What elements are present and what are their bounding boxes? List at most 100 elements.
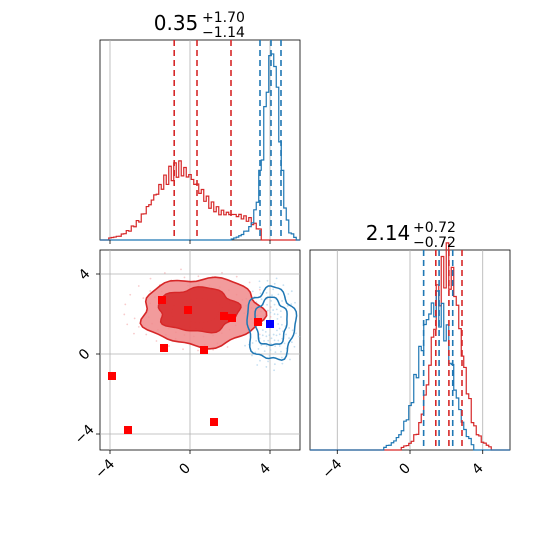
joint-sample-blue bbox=[291, 329, 294, 332]
joint-sample-blue bbox=[260, 344, 263, 346]
joint-sample-red bbox=[149, 277, 152, 280]
joint-sample-red bbox=[142, 297, 145, 299]
joint-sample-blue bbox=[266, 303, 268, 306]
joint-sample-blue bbox=[294, 301, 296, 304]
joint-sample-blue bbox=[272, 333, 275, 336]
joint-point-red bbox=[184, 306, 192, 314]
joint-sample-blue bbox=[275, 308, 278, 311]
joint-sample-blue bbox=[280, 316, 282, 318]
joint-sample-blue bbox=[282, 284, 285, 287]
joint-sample-blue bbox=[286, 305, 289, 307]
joint-sample-red bbox=[124, 303, 127, 306]
joint-sample-blue bbox=[290, 290, 293, 293]
param1-ticks bbox=[109, 240, 271, 244]
joint-frame bbox=[99, 249, 301, 451]
joint-xtick-label: −4 bbox=[92, 456, 118, 482]
joint-sample-blue bbox=[281, 300, 283, 302]
joint-sample-blue bbox=[269, 349, 272, 351]
joint-ytick-label: 0 bbox=[76, 346, 94, 364]
joint-sample-red bbox=[221, 271, 223, 274]
joint-sample-blue bbox=[278, 333, 281, 336]
joint-sample-blue bbox=[290, 341, 293, 344]
joint-sample-red bbox=[145, 333, 148, 336]
joint-sample-blue bbox=[283, 342, 286, 345]
joint-sample-blue bbox=[293, 345, 296, 348]
joint-sample-red bbox=[235, 275, 238, 278]
joint-sample-blue bbox=[256, 364, 259, 366]
joint-sample-blue bbox=[271, 294, 273, 297]
joint-point-red bbox=[210, 418, 218, 426]
joint-sample-blue bbox=[287, 352, 290, 355]
param2-title-value: 2.14 bbox=[366, 221, 411, 245]
joint-panel: −4 0 4 −4 0 4 bbox=[72, 249, 301, 482]
joint-sample-red bbox=[168, 345, 170, 347]
joint-sample-blue bbox=[255, 339, 258, 342]
joint-sample-red bbox=[180, 268, 182, 271]
joint-sample-blue bbox=[273, 282, 276, 285]
joint-sample-red bbox=[133, 317, 136, 320]
joint-sample-blue bbox=[275, 334, 278, 337]
joint-sample-blue bbox=[267, 360, 269, 363]
joint-point-red bbox=[158, 296, 166, 304]
joint-sample-red bbox=[197, 349, 199, 352]
joint-sample-blue bbox=[274, 345, 277, 348]
joint-sample-blue bbox=[263, 350, 266, 353]
joint-sample-blue bbox=[288, 337, 290, 339]
param1-title-value: 0.35 bbox=[154, 11, 199, 35]
joint-sample-blue bbox=[278, 327, 281, 330]
joint-sample-blue bbox=[273, 313, 276, 315]
joint-sample-red bbox=[269, 315, 272, 318]
joint-sample-blue bbox=[289, 358, 291, 361]
joint-sample-blue bbox=[273, 303, 276, 306]
joint-sample-red bbox=[183, 276, 186, 279]
joint-sample-blue bbox=[261, 334, 264, 337]
joint-sample-red bbox=[269, 306, 272, 309]
joint-sample-red bbox=[258, 288, 261, 291]
joint-sample-red bbox=[123, 313, 126, 316]
joint-grid bbox=[100, 250, 300, 450]
param1-title: 0.35 bbox=[154, 11, 199, 35]
joint-sample-blue bbox=[269, 311, 272, 314]
joint-sample-red bbox=[137, 285, 140, 287]
joint-point-red bbox=[200, 346, 208, 354]
param1-histograms bbox=[100, 53, 300, 241]
joint-point-red bbox=[108, 372, 116, 380]
joint-sample-blue bbox=[261, 329, 264, 332]
joint-sample-blue bbox=[275, 277, 278, 280]
joint-sample-blue bbox=[259, 359, 261, 362]
joint-sample-blue bbox=[277, 339, 280, 342]
param2-title-plus: +0.72 bbox=[413, 220, 456, 236]
joint-sample-blue bbox=[273, 363, 276, 366]
joint-point-red bbox=[124, 426, 132, 434]
joint-xtick-label: 4 bbox=[256, 460, 274, 478]
joint-point-red bbox=[220, 312, 228, 320]
joint-sample-blue bbox=[254, 351, 257, 354]
joint-sample-blue bbox=[263, 339, 265, 342]
joint-sample-blue bbox=[276, 318, 279, 320]
joint-sample-blue bbox=[258, 280, 261, 283]
joint-sample-blue bbox=[251, 342, 254, 344]
joint-contours bbox=[139, 276, 298, 361]
joint-sample-blue bbox=[265, 366, 268, 368]
joint-sample-blue bbox=[281, 362, 284, 365]
joint-sample-blue bbox=[273, 339, 276, 342]
joint-xtick-label: 0 bbox=[176, 460, 194, 478]
param2-xtick-label: −4 bbox=[319, 456, 345, 482]
param2-xtick-label: 4 bbox=[469, 460, 487, 478]
joint-sample-red bbox=[182, 348, 184, 351]
joint-sample-blue bbox=[251, 290, 254, 293]
joint-sample-red bbox=[126, 323, 129, 326]
joint-sample-red bbox=[248, 281, 251, 284]
joint-sample-blue bbox=[251, 354, 253, 357]
joint-sample-blue bbox=[280, 356, 283, 359]
joint-sample-blue bbox=[265, 292, 268, 294]
joint-contour-blue-outer bbox=[246, 285, 298, 361]
param2-histograms bbox=[310, 242, 510, 451]
joint-ytick-label: −4 bbox=[72, 422, 98, 448]
param2-quantile-lines bbox=[422, 250, 463, 450]
joint-sample-blue bbox=[272, 288, 275, 291]
param2-grid bbox=[336, 250, 484, 450]
joint-sample-blue bbox=[295, 332, 297, 335]
joint-sample-blue bbox=[272, 309, 275, 311]
joint-sample-red bbox=[258, 333, 261, 336]
